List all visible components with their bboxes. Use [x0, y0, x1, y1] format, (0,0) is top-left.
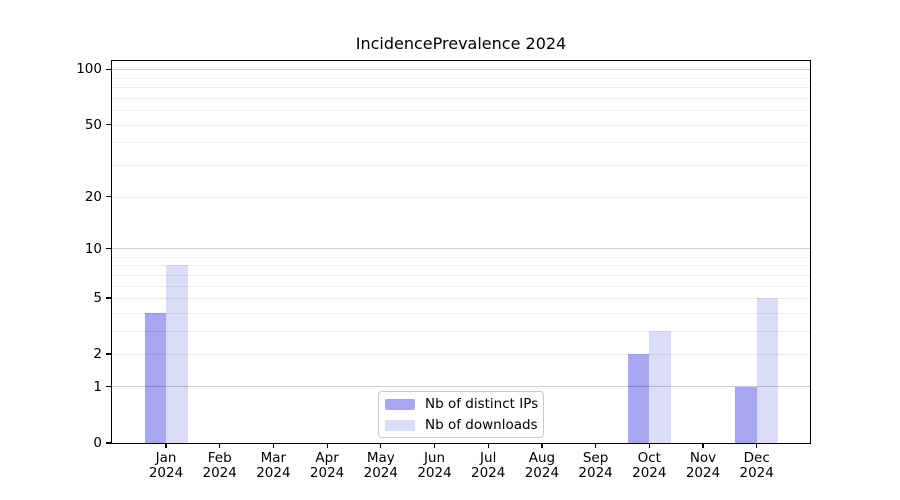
y-tick-mark	[106, 386, 111, 388]
plot-area	[111, 60, 811, 444]
x-tick-label: Feb 2024	[202, 450, 237, 481]
x-tick-mark	[326, 443, 328, 448]
gridline-minor	[112, 285, 810, 287]
x-tick-mark	[219, 443, 221, 448]
y-tick-label: 100	[76, 61, 102, 78]
legend-label: Nb of downloads	[425, 417, 538, 433]
legend: Nb of distinct IPs Nb of downloads	[378, 391, 544, 438]
bar-downloads	[649, 330, 671, 443]
x-tick-label: Jun 2024	[417, 450, 452, 481]
y-tick-label: 10	[84, 240, 102, 257]
gridline-minor	[112, 110, 810, 112]
gridline-minor	[112, 196, 810, 198]
x-tick-label: Oct 2024	[632, 450, 667, 481]
y-tick-mark	[106, 353, 111, 355]
bar-distinct-ips	[627, 354, 650, 443]
x-tick-label: Nov 2024	[685, 450, 721, 481]
y-tick-label: 1	[93, 378, 102, 395]
chart-title: IncidencePrevalence 2024	[355, 34, 567, 53]
gridline-minor	[112, 77, 810, 79]
x-tick-mark	[648, 443, 650, 448]
gridline-minor	[112, 165, 810, 166]
x-tick-mark	[702, 443, 704, 448]
x-tick-label: May 2024	[363, 450, 398, 481]
x-tick-label: Jul 2024	[471, 450, 506, 481]
x-tick-label: Dec 2024	[739, 450, 774, 481]
gridline-major	[112, 68, 810, 70]
y-tick-mark	[106, 248, 111, 250]
x-tick-label: Aug 2024	[524, 450, 560, 481]
bar-downloads	[756, 297, 779, 443]
gridline-major	[112, 248, 810, 250]
bar-distinct-ips	[735, 386, 757, 443]
x-tick-mark	[595, 443, 597, 448]
x-tick-mark	[541, 443, 543, 448]
x-tick-label: Apr 2024	[309, 450, 345, 481]
bars-layer	[112, 61, 810, 443]
gridline-minor	[112, 256, 810, 258]
y-tick-label: 20	[84, 188, 102, 205]
y-tick-mark	[106, 68, 111, 70]
gridline-minor	[112, 297, 810, 299]
x-tick-mark	[756, 443, 758, 448]
y-tick-mark	[106, 124, 111, 126]
x-tick-label: Sep 2024	[578, 450, 613, 481]
gridline-minor	[112, 142, 810, 144]
y-tick-label: 50	[84, 116, 102, 133]
y-tick-mark	[106, 195, 111, 198]
x-tick-mark	[165, 443, 167, 448]
y-tick-mark	[106, 442, 111, 444]
x-tick-mark	[272, 443, 275, 448]
y-tick-label: 0	[93, 435, 102, 451]
gridline-minor	[112, 97, 810, 99]
legend-item: Nb of distinct IPs	[385, 395, 543, 413]
gridline-minor	[112, 354, 810, 356]
x-tick-mark	[487, 443, 489, 448]
y-tick-label: 5	[93, 289, 102, 306]
y-tick-label: 2	[93, 346, 102, 363]
x-tick-mark	[380, 443, 382, 448]
grid-layer	[112, 61, 810, 443]
gridline-minor	[112, 330, 810, 332]
bar-downloads	[166, 265, 188, 443]
x-tick-label: Jan 2024	[148, 450, 184, 481]
legend-swatch	[385, 398, 415, 410]
x-tick-label: Mar 2024	[256, 450, 291, 481]
gridline-minor	[112, 274, 810, 276]
x-tick-mark	[433, 443, 436, 448]
y-tick-mark	[106, 297, 111, 299]
gridline-minor	[112, 124, 810, 126]
gridline-minor	[112, 265, 810, 267]
gridline-minor	[112, 312, 810, 314]
legend-label: Nb of distinct IPs	[425, 396, 539, 412]
gridline-major	[112, 386, 810, 388]
gridline-minor	[112, 87, 810, 89]
legend-swatch	[385, 419, 415, 431]
bar-distinct-ips	[144, 312, 166, 443]
legend-item: Nb of downloads	[385, 416, 543, 434]
